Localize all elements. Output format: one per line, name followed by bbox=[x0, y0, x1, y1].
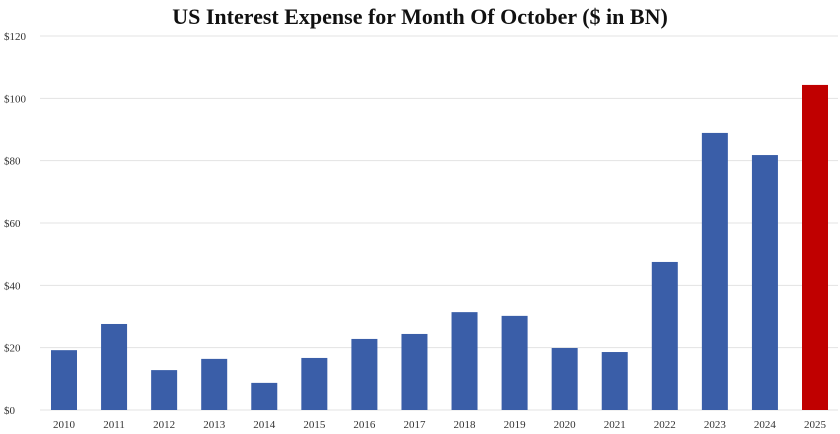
y-tick-label: $20 bbox=[4, 343, 21, 355]
x-tick-label: 2016 bbox=[353, 419, 376, 431]
y-tick-label: $100 bbox=[4, 93, 27, 105]
x-tick-label: 2010 bbox=[53, 419, 76, 431]
y-tick-label: $80 bbox=[4, 156, 21, 168]
x-tick-label: 2024 bbox=[754, 419, 777, 431]
x-tick-label: 2021 bbox=[604, 419, 626, 431]
chart-title: US Interest Expense for Month Of October… bbox=[172, 4, 668, 29]
x-tick-label: 2012 bbox=[153, 419, 175, 431]
bar-2023 bbox=[701, 132, 728, 410]
y-tick-label: $40 bbox=[4, 280, 21, 292]
x-tick-label: 2025 bbox=[804, 419, 827, 431]
bar-2024 bbox=[751, 155, 778, 410]
x-tick-label: 2011 bbox=[103, 419, 125, 431]
bar-2011 bbox=[101, 323, 128, 410]
bar-2013 bbox=[201, 358, 228, 410]
bar-2020 bbox=[551, 347, 578, 410]
x-tick-label: 2018 bbox=[454, 419, 477, 431]
bar-2016 bbox=[351, 338, 378, 410]
bar-2022 bbox=[651, 261, 678, 410]
y-tick-label: $0 bbox=[4, 405, 16, 417]
x-tick-label: 2015 bbox=[303, 419, 326, 431]
y-tick-label: $60 bbox=[4, 218, 21, 230]
x-tick-label: 2023 bbox=[704, 419, 727, 431]
x-tick-label: 2017 bbox=[403, 419, 426, 431]
bar-2012 bbox=[151, 370, 178, 410]
x-tick-label: 2022 bbox=[654, 419, 676, 431]
x-tick-label: 2020 bbox=[554, 419, 577, 431]
bar-2017 bbox=[401, 333, 428, 410]
bar-2018 bbox=[451, 312, 478, 410]
bar-2015 bbox=[301, 357, 328, 410]
y-tick-label: $120 bbox=[4, 31, 27, 43]
bar-2021 bbox=[601, 352, 628, 410]
x-tick-label: 2019 bbox=[504, 419, 527, 431]
bar-2025 bbox=[802, 84, 828, 410]
x-tick-label: 2014 bbox=[253, 419, 276, 431]
bar-2010 bbox=[51, 350, 77, 410]
x-tick-label: 2013 bbox=[203, 419, 226, 431]
bar-2019 bbox=[501, 315, 528, 410]
bar-2014 bbox=[251, 382, 278, 410]
